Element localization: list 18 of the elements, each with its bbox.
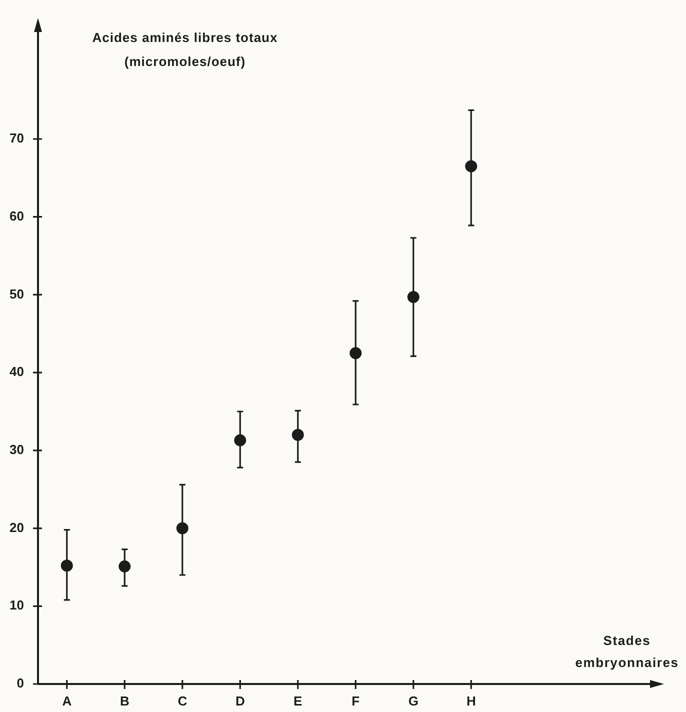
- x-tick-label: B: [120, 693, 130, 708]
- y-tick-label: 70: [10, 130, 24, 146]
- y-tick-label: 40: [10, 364, 24, 380]
- x-tick-label: F: [352, 693, 360, 708]
- y-tick-label: 60: [10, 208, 24, 224]
- y-axis-title: Acides aminés libres totaux (micromoles/oeuf): [91, 29, 279, 71]
- y-tick-label: 50: [10, 286, 24, 302]
- y-tick-label: 20: [10, 520, 24, 535]
- x-tick-label: G: [408, 693, 418, 708]
- y-tick-label: 10: [10, 598, 24, 613]
- y-tick-label: 30: [10, 442, 24, 458]
- x-tick-label: H: [466, 693, 476, 708]
- x-tick-label: C: [178, 693, 188, 708]
- text: Stades embryonnaires: [574, 632, 680, 672]
- x-tick-label: A: [62, 693, 72, 708]
- x-tick-label: E: [294, 693, 303, 708]
- y-tick-label: 0: [16, 676, 24, 691]
- x-tick-label: D: [235, 693, 245, 708]
